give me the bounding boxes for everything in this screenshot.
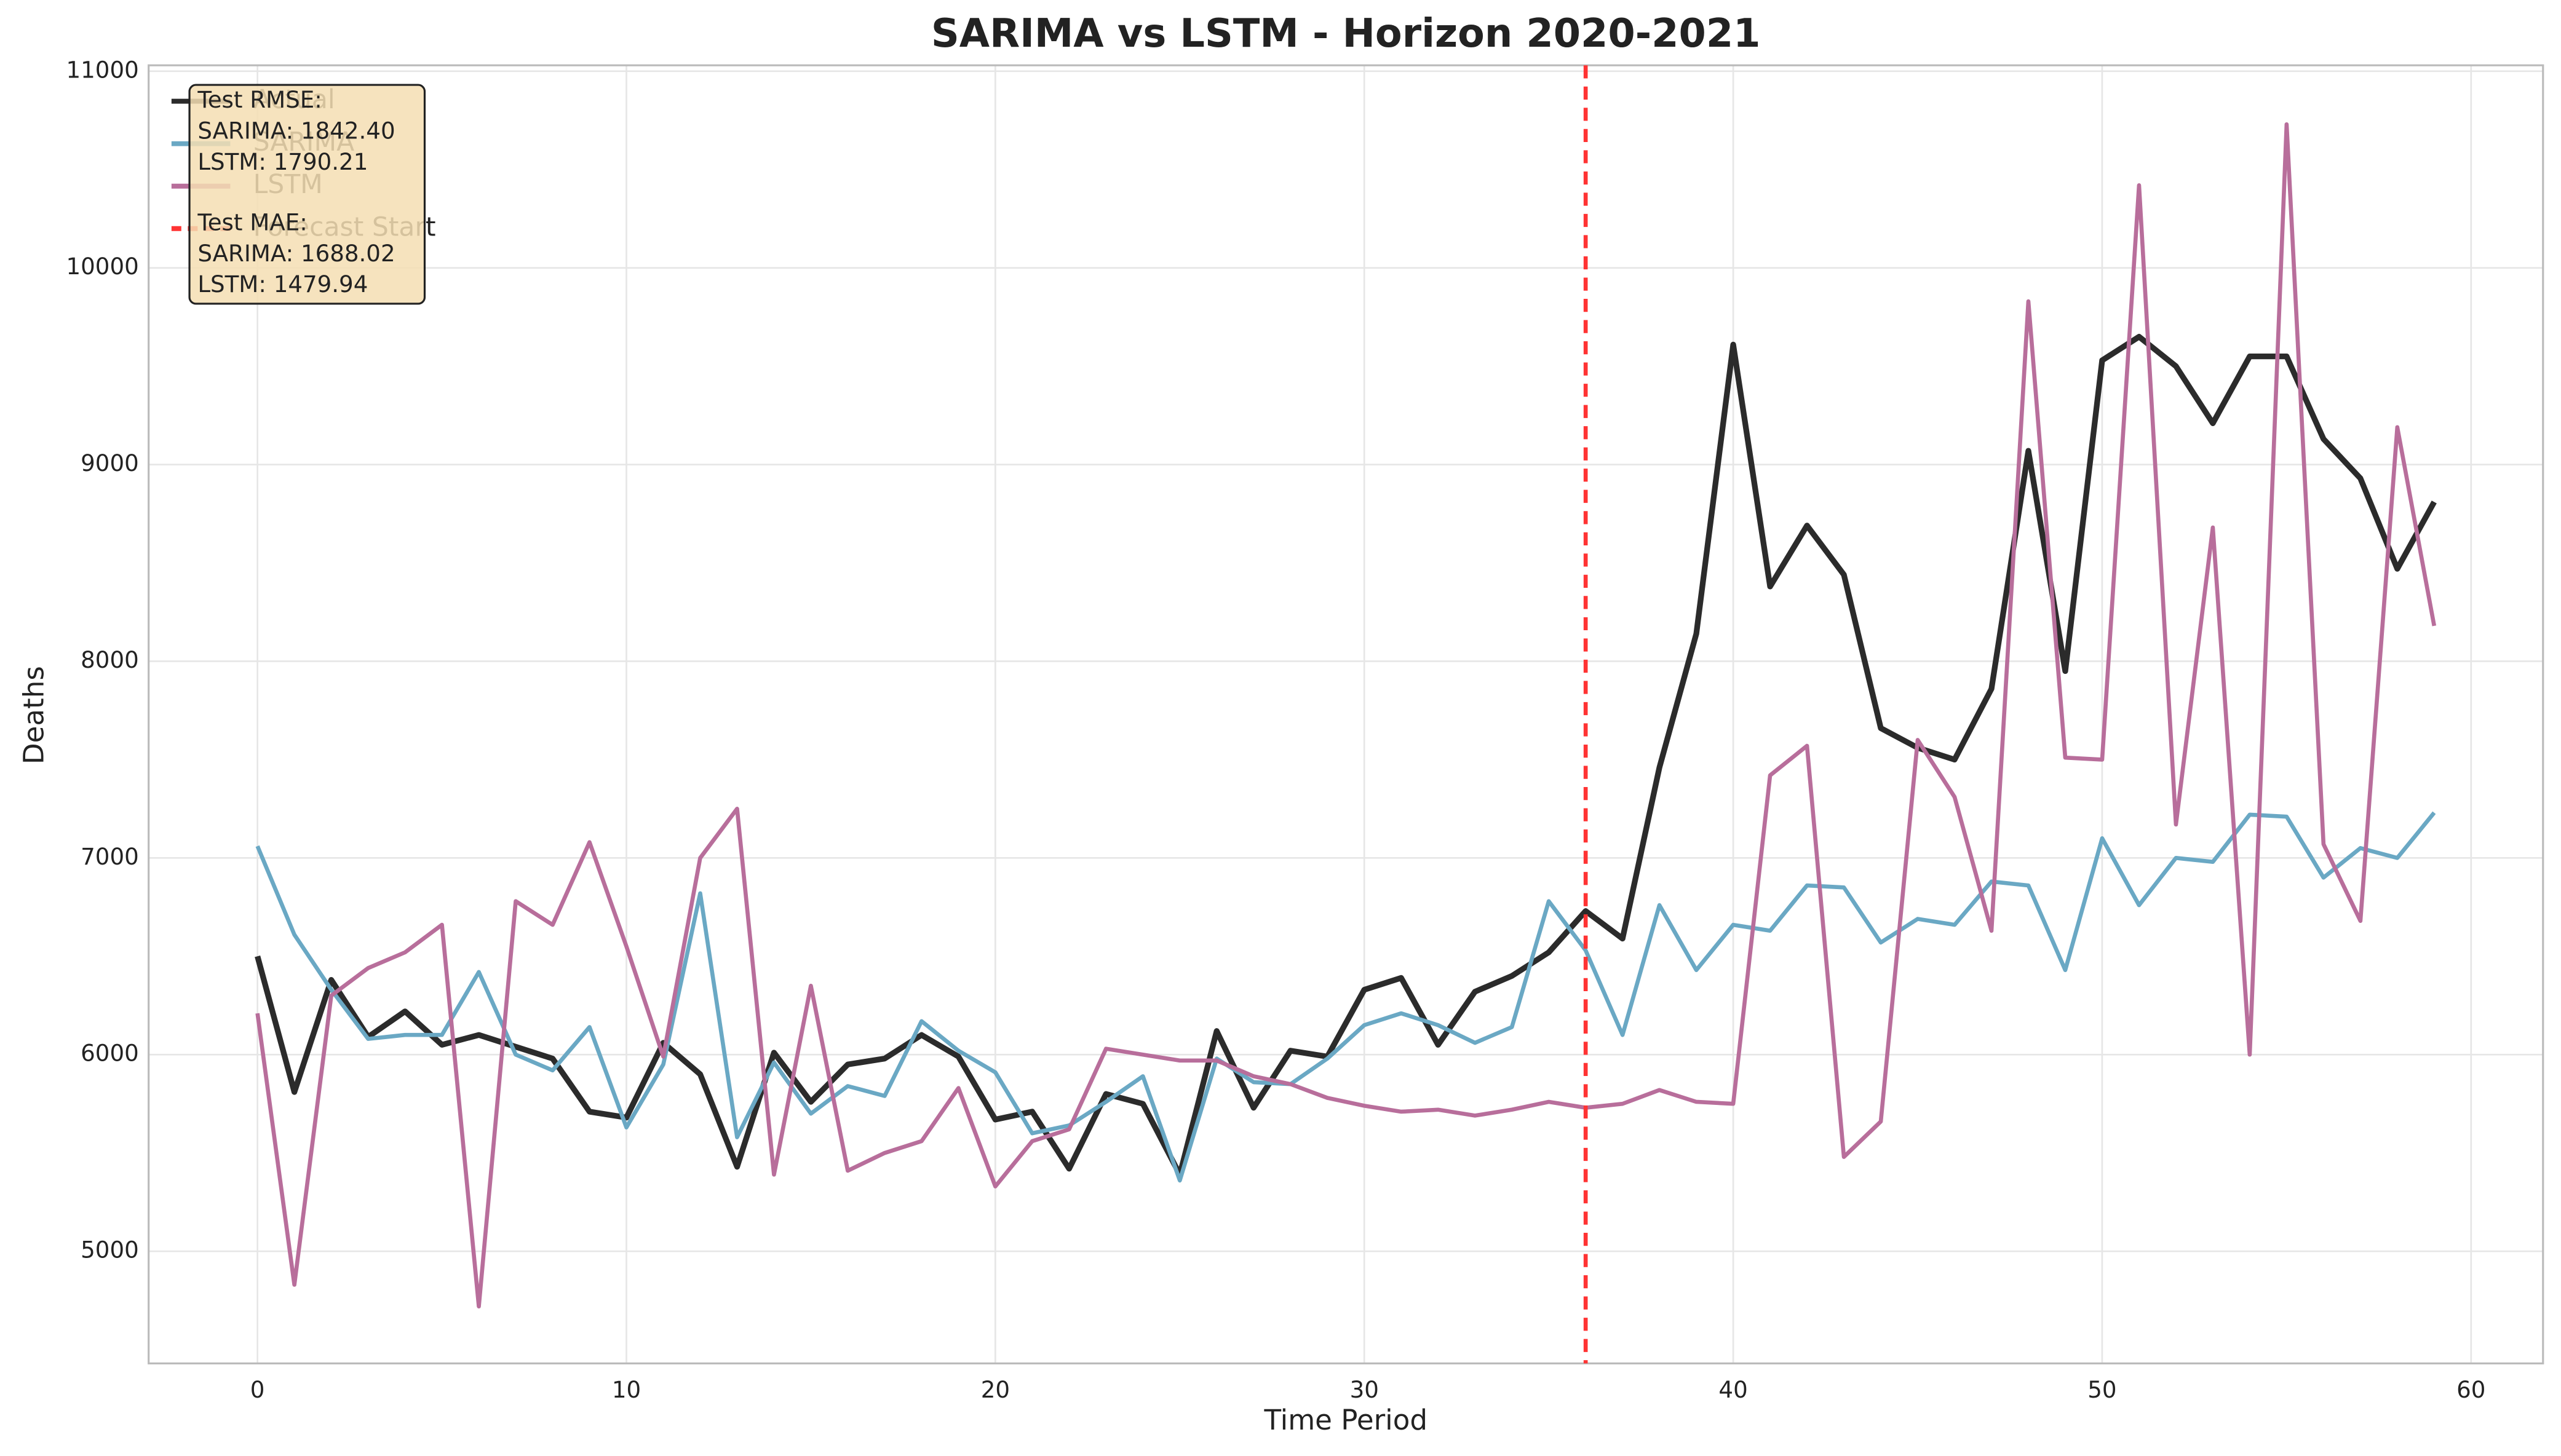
y-tick-label: 5000 bbox=[81, 1236, 139, 1264]
x-tick-label: 10 bbox=[612, 1376, 641, 1403]
stats-text: SARIMA: 1688.02 bbox=[197, 240, 395, 267]
y-tick-label: 11000 bbox=[66, 56, 139, 83]
plot-frame bbox=[148, 64, 2544, 1365]
chart-title: SARIMA vs LSTM - Horizon 2020-2021 bbox=[931, 11, 1761, 57]
stats-text: SARIMA: 1842.40 bbox=[197, 117, 395, 144]
stats-text: Test MAE: bbox=[197, 208, 307, 235]
stats-box bbox=[188, 84, 426, 305]
series-line bbox=[255, 122, 2437, 1308]
y-tick-label: 9000 bbox=[81, 449, 139, 477]
stats-text: Test RMSE: bbox=[197, 86, 322, 113]
series-line bbox=[255, 811, 2436, 1183]
x-tick-label: 20 bbox=[981, 1376, 1010, 1403]
x-tick-label: 50 bbox=[2087, 1376, 2116, 1403]
x-axis-label: Time Period bbox=[1263, 1404, 1427, 1436]
y-tick-label: 6000 bbox=[81, 1040, 139, 1067]
stats-text: LSTM: 1479.94 bbox=[197, 271, 368, 298]
x-tick-label: 40 bbox=[1718, 1376, 1747, 1403]
x-tick-label: 0 bbox=[250, 1376, 265, 1403]
y-tick-label: 8000 bbox=[81, 646, 139, 673]
x-tick-label: 60 bbox=[2456, 1376, 2485, 1403]
y-tick-label: 10000 bbox=[66, 253, 139, 280]
y-axis-label: Deaths bbox=[17, 666, 50, 764]
x-tick-label: 30 bbox=[1350, 1376, 1379, 1403]
series-line bbox=[255, 334, 2437, 1177]
y-tick-label: 7000 bbox=[81, 843, 139, 870]
stats-text: LSTM: 1790.21 bbox=[197, 148, 368, 175]
